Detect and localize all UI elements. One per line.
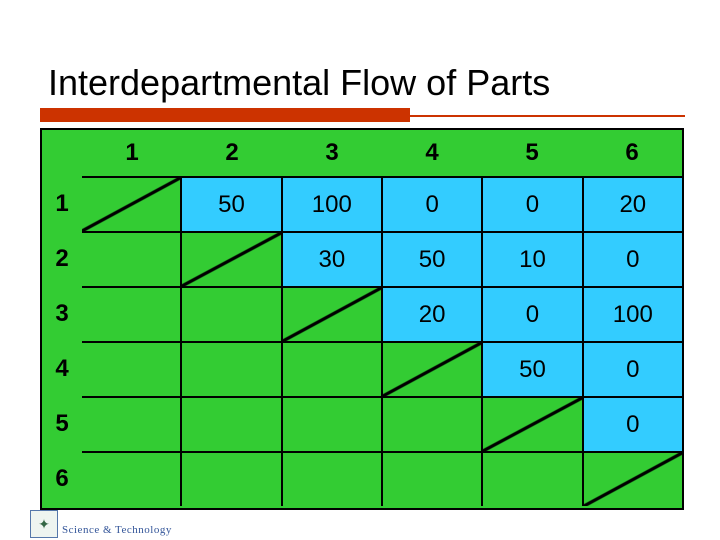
cell: 0	[483, 176, 583, 231]
cell-empty	[283, 451, 383, 506]
table-row: 1 50 100 0 0 20	[42, 176, 682, 231]
footer-logo-icon: ✦	[30, 510, 58, 538]
cell: 0	[584, 396, 682, 451]
table-row: 5 0	[42, 396, 682, 451]
cell-empty	[383, 451, 483, 506]
cell: 100	[283, 176, 383, 231]
cell: 100	[584, 286, 682, 341]
cell-empty	[82, 341, 182, 396]
table-row: 3 20 0 100	[42, 286, 682, 341]
table-row: 2 30 50 10 0	[42, 231, 682, 286]
cell: 10	[483, 231, 583, 286]
footer-text: Science & Technology	[62, 524, 172, 536]
title-accent-bar	[40, 108, 410, 122]
col-header: 5	[482, 130, 582, 176]
cell: 20	[584, 176, 682, 231]
cell-diagonal	[283, 286, 383, 341]
cell-empty	[182, 341, 282, 396]
cell: 0	[584, 341, 682, 396]
cell: 0	[584, 231, 682, 286]
flow-matrix: 1 2 3 4 5 6 1 50 100 0 0 20 2 30 50 10 0…	[40, 128, 684, 510]
col-header: 1	[82, 130, 182, 176]
cell-empty	[383, 396, 483, 451]
cell: 50	[483, 341, 583, 396]
title-accent-line	[410, 115, 685, 117]
cell-empty	[483, 451, 583, 506]
col-header: 4	[382, 130, 482, 176]
cell-diagonal	[383, 341, 483, 396]
column-header-row: 1 2 3 4 5 6	[42, 130, 682, 176]
cell-empty	[283, 341, 383, 396]
cell-empty	[182, 286, 282, 341]
cell-empty	[82, 396, 182, 451]
row-header: 1	[42, 176, 82, 231]
cell: 0	[383, 176, 483, 231]
row-header: 6	[42, 451, 82, 506]
flow-matrix-inner: 1 2 3 4 5 6 1 50 100 0 0 20 2 30 50 10 0…	[42, 130, 682, 508]
cell-empty	[283, 396, 383, 451]
table-row: 6	[42, 451, 682, 506]
cell: 20	[383, 286, 483, 341]
cell-diagonal	[584, 451, 682, 506]
cell-empty	[82, 231, 182, 286]
table-row: 4 50 0	[42, 341, 682, 396]
corner-spacer	[42, 130, 82, 176]
cell-empty	[82, 286, 182, 341]
page-title: Interdepartmental Flow of Parts	[48, 62, 550, 104]
cell-empty	[182, 451, 282, 506]
cell-empty	[182, 396, 282, 451]
cell: 50	[182, 176, 282, 231]
col-header: 6	[582, 130, 682, 176]
row-header: 3	[42, 286, 82, 341]
col-header: 2	[182, 130, 282, 176]
row-header: 2	[42, 231, 82, 286]
cell: 0	[483, 286, 583, 341]
cell-empty	[82, 451, 182, 506]
col-header: 3	[282, 130, 382, 176]
cell-diagonal	[82, 176, 182, 231]
cell-diagonal	[182, 231, 282, 286]
cell: 30	[283, 231, 383, 286]
row-header: 5	[42, 396, 82, 451]
cell: 50	[383, 231, 483, 286]
cell-diagonal	[483, 396, 583, 451]
row-header: 4	[42, 341, 82, 396]
